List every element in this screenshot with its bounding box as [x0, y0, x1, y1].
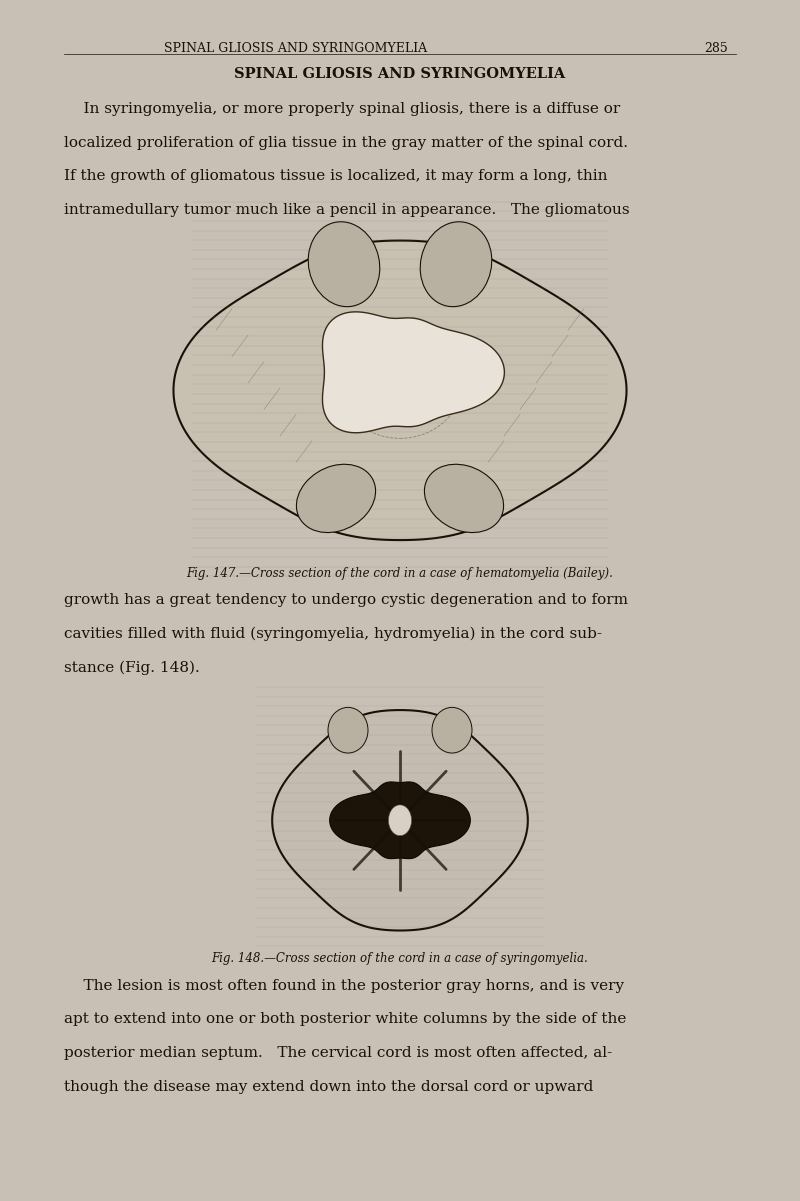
Text: intramedullary tumor much like a pencil in appearance.   The gliomatous: intramedullary tumor much like a pencil …: [64, 203, 630, 217]
Polygon shape: [272, 710, 528, 931]
Ellipse shape: [297, 465, 375, 532]
Polygon shape: [330, 782, 470, 859]
Ellipse shape: [420, 222, 492, 306]
Text: The lesion is most often found in the posterior gray horns, and is very: The lesion is most often found in the po…: [64, 979, 624, 993]
Ellipse shape: [432, 707, 472, 753]
Text: though the disease may extend down into the dorsal cord or upward: though the disease may extend down into …: [64, 1080, 594, 1094]
Text: 285: 285: [704, 42, 728, 55]
Ellipse shape: [268, 700, 532, 940]
Text: stance (Fig. 148).: stance (Fig. 148).: [64, 661, 200, 675]
Ellipse shape: [328, 707, 368, 753]
Polygon shape: [322, 312, 505, 432]
Text: growth has a great tendency to undergo cystic degeneration and to form: growth has a great tendency to undergo c…: [64, 593, 628, 608]
Ellipse shape: [425, 465, 503, 532]
Text: SPINAL GLIOSIS AND SYRINGOMYELIA: SPINAL GLIOSIS AND SYRINGOMYELIA: [234, 67, 566, 82]
Text: SPINAL GLIOSIS AND SYRINGOMYELIA: SPINAL GLIOSIS AND SYRINGOMYELIA: [165, 42, 427, 55]
Text: apt to extend into one or both posterior white columns by the side of the: apt to extend into one or both posterior…: [64, 1012, 626, 1027]
Polygon shape: [389, 805, 411, 836]
Text: cavities filled with fluid (syringomyelia, hydromyelia) in the cord sub-: cavities filled with fluid (syringomyeli…: [64, 627, 602, 641]
Text: If the growth of gliomatous tissue is localized, it may form a long, thin: If the growth of gliomatous tissue is lo…: [64, 169, 607, 184]
Text: Fig. 147.—Cross section of the cord in a case of hematomyelia (Bailey).: Fig. 147.—Cross section of the cord in a…: [186, 567, 614, 580]
Text: localized proliferation of glia tissue in the gray matter of the spinal cord.: localized proliferation of glia tissue i…: [64, 136, 628, 150]
Polygon shape: [174, 240, 626, 540]
Text: posterior median septum.   The cervical cord is most often affected, al-: posterior median septum. The cervical co…: [64, 1046, 612, 1060]
Text: In syringomyelia, or more properly spinal gliosis, there is a diffuse or: In syringomyelia, or more properly spina…: [64, 102, 620, 116]
Text: Fig. 148.—Cross section of the cord in a case of syringomyelia.: Fig. 148.—Cross section of the cord in a…: [212, 952, 588, 966]
Ellipse shape: [308, 222, 380, 306]
Ellipse shape: [224, 228, 576, 552]
